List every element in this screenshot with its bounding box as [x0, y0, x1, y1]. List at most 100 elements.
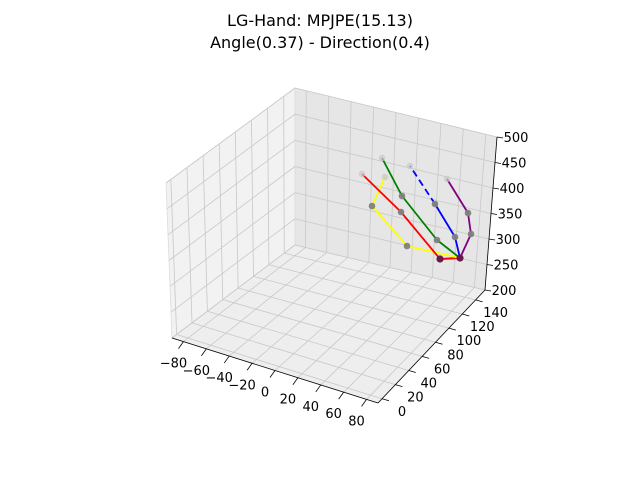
z-gridline-left — [168, 166, 296, 261]
x-tick-labels: −80−60−40−20 0 20 40 60 80 — [160, 357, 365, 430]
gridlines — [165, 87, 498, 400]
x-gridline-floor — [274, 267, 391, 371]
y-tick-label: 140 — [483, 306, 508, 321]
z-tick-label: 500 — [504, 131, 529, 146]
z-tick — [490, 213, 498, 215]
bone-middle — [401, 195, 438, 241]
z-gridline-back — [294, 113, 496, 163]
joint-thumb — [368, 202, 376, 210]
x-gridline-floor — [251, 262, 370, 364]
z-tick-label: 300 — [496, 233, 521, 248]
y-tick — [422, 356, 430, 359]
bone-ring — [409, 165, 436, 205]
z-tick-labels: 200 250 300 350 400 450 500 — [492, 131, 529, 299]
y-gridline-floor — [253, 276, 449, 329]
x-tick — [292, 377, 299, 385]
x-tick-label: 80 — [348, 414, 365, 429]
bone-middle — [381, 157, 403, 197]
x-tick — [338, 391, 344, 400]
z-gridline-left — [170, 218, 296, 313]
x-gridline-floor — [183, 247, 306, 342]
joint-thumb — [381, 173, 389, 181]
tick-marks — [178, 136, 504, 407]
y-tick-label: 60 — [434, 362, 451, 377]
y-tick-label: 20 — [407, 391, 424, 406]
z-tick — [496, 136, 504, 139]
y-tick-label: 120 — [470, 320, 495, 335]
bone-index — [361, 173, 402, 213]
x-gridline-floor — [206, 252, 327, 350]
y-tick-label: 100 — [456, 334, 481, 349]
z-tick-label: 350 — [498, 208, 523, 223]
z-gridline-left — [169, 192, 296, 287]
joint-middle — [398, 192, 406, 200]
x-gridline-floor — [228, 257, 349, 357]
chart-title-line-2: Angle(0.37) - Direction(0.4) — [210, 33, 430, 52]
x-gridline-floor — [366, 287, 475, 400]
x-tick — [201, 348, 207, 357]
y-gridline-floor — [268, 264, 463, 315]
joint-thumb — [403, 242, 411, 250]
y-tick — [395, 384, 403, 388]
x-tick-label: −80 — [160, 357, 187, 372]
z-gridline-left — [167, 140, 296, 235]
x-tick-label: 40 — [303, 400, 320, 415]
bone-ring — [434, 203, 456, 238]
y-gridline-floor — [284, 252, 476, 301]
y-tick — [408, 370, 416, 373]
y-tick-label: 40 — [420, 377, 437, 392]
joint-pinky — [464, 209, 472, 217]
y-gridline-floor — [238, 287, 436, 343]
z-gridline-back — [294, 166, 492, 214]
y-gridline-floor — [222, 299, 423, 357]
z-gridline-left — [165, 87, 296, 184]
bone-index — [400, 211, 441, 260]
z-gridline-back — [294, 87, 498, 138]
x-tick — [361, 399, 367, 407]
y-tick-label: 80 — [447, 348, 464, 363]
x-tick — [269, 370, 276, 378]
x-tick — [178, 341, 184, 349]
x-tick — [246, 363, 253, 371]
joint-pinky — [467, 230, 475, 238]
hand-bones — [361, 157, 472, 260]
bone-thumb — [371, 205, 408, 247]
z-tick-label: 400 — [500, 182, 525, 197]
x-tick-label: 0 — [261, 386, 269, 401]
joint-wrist — [436, 255, 444, 263]
z-gridline-back — [294, 244, 486, 291]
x-tick — [223, 355, 230, 364]
z-tick — [492, 187, 500, 190]
z-tick — [488, 238, 496, 241]
y-gridline-floor — [191, 322, 396, 386]
x-tick-label: 20 — [280, 393, 297, 408]
x-tick-label: −60 — [183, 364, 210, 379]
x-tick-label: −20 — [228, 378, 255, 393]
z-tick-label: 450 — [502, 157, 527, 172]
z-gridline-left — [171, 244, 296, 339]
bone-pinky — [459, 233, 472, 259]
joint-palm — [456, 254, 464, 262]
joint-pinky — [443, 175, 451, 183]
z-tick-label: 250 — [494, 259, 519, 274]
joint-middle — [378, 154, 386, 162]
z-tick — [486, 264, 494, 266]
x-tick — [315, 384, 322, 393]
y-gridline-floor — [207, 310, 409, 371]
z-tick — [494, 162, 502, 164]
z-gridline-left — [166, 113, 296, 210]
y-tick — [462, 313, 470, 317]
y-tick — [475, 299, 483, 303]
y-tick — [435, 341, 443, 345]
joint-ring — [431, 200, 439, 208]
y-tick-label: 0 — [398, 405, 406, 420]
bone-pinky — [467, 212, 472, 235]
y-gridline-floor — [176, 334, 383, 400]
x-tick-label: 60 — [325, 407, 342, 422]
chart-title-line-1: LG-Hand: MPJPE(15.13) — [227, 11, 413, 30]
x-gridline-floor — [343, 282, 454, 393]
bone-middle — [436, 239, 461, 259]
